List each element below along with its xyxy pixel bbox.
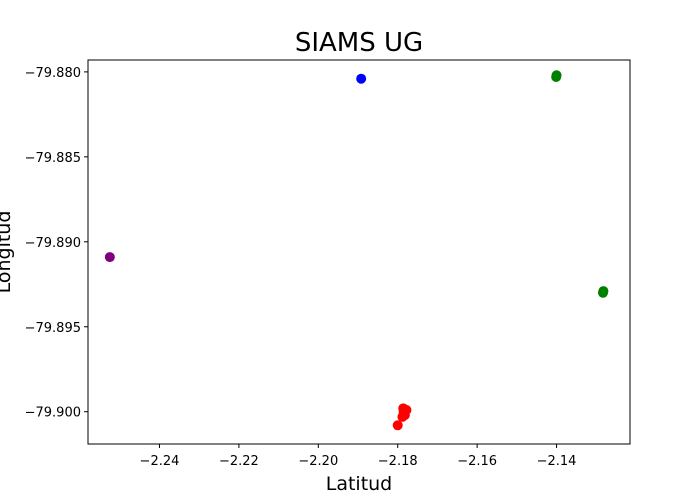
x-tick-label: −2.16 bbox=[457, 454, 497, 469]
chart-title: SIAMS UG bbox=[295, 28, 423, 58]
data-point bbox=[356, 73, 367, 84]
y-axis-label: Longitud bbox=[0, 211, 15, 294]
x-tick-label: −2.24 bbox=[140, 454, 180, 469]
y-axis-ticks: −79.880 −79.885 −79.890 −79.895 −79.900 bbox=[25, 66, 88, 421]
x-tick-label: −2.14 bbox=[537, 454, 577, 469]
data-point bbox=[398, 403, 409, 414]
x-axis-ticks: −2.24 −2.22 −2.20 −2.18 −2.16 −2.14 bbox=[140, 444, 577, 469]
x-tick-label: −2.22 bbox=[219, 454, 259, 469]
y-tick-label: −79.880 bbox=[25, 66, 81, 81]
y-tick-label: −79.895 bbox=[25, 321, 81, 336]
plot-frame bbox=[87, 59, 631, 445]
data-point bbox=[104, 252, 115, 263]
data-point bbox=[392, 420, 403, 431]
y-tick-label: −79.885 bbox=[25, 151, 81, 166]
x-axis-label: Latitud bbox=[326, 473, 393, 495]
data-point bbox=[551, 70, 562, 81]
data-point bbox=[597, 287, 608, 298]
x-tick-label: −2.18 bbox=[378, 454, 418, 469]
y-tick-label: −79.900 bbox=[25, 406, 81, 421]
y-tick-label: −79.890 bbox=[25, 236, 81, 251]
x-tick-label: −2.20 bbox=[298, 454, 338, 469]
data-points bbox=[104, 70, 609, 431]
